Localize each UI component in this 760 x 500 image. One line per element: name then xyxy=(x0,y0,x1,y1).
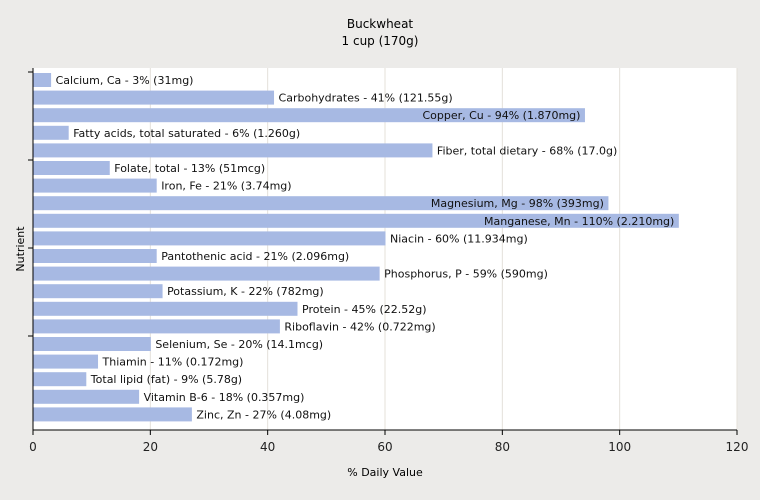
bar-data-label: Copper, Cu - 94% (1.870mg) xyxy=(422,109,580,122)
x-axis-label: % Daily Value xyxy=(347,466,423,479)
bar-data-label: Zinc, Zn - 27% (4.08mg) xyxy=(196,408,331,421)
x-tick-label: 40 xyxy=(260,440,275,454)
bar xyxy=(33,178,157,193)
x-tick-label: 100 xyxy=(608,440,631,454)
bar-data-label: Phosphorus, P - 59% (590mg) xyxy=(384,268,548,281)
bar xyxy=(33,354,99,369)
bar xyxy=(33,372,87,387)
bar-data-label: Folate, total - 13% (51mcg) xyxy=(114,162,265,175)
bar-data-label: Total lipid (fat) - 9% (5.78g) xyxy=(90,373,242,386)
bar-data-label: Vitamin B-6 - 18% (0.357mg) xyxy=(144,391,305,404)
bar-data-label: Riboflavin - 42% (0.722mg) xyxy=(284,320,435,333)
bar xyxy=(33,196,609,211)
bar xyxy=(33,407,192,422)
bar xyxy=(33,301,298,316)
bar xyxy=(33,125,69,140)
bar-group xyxy=(33,73,679,422)
bar xyxy=(33,266,380,281)
x-tick-label: 120 xyxy=(726,440,749,454)
bar-data-label: Pantothenic acid - 21% (2.096mg) xyxy=(161,250,349,263)
bar xyxy=(33,143,433,158)
x-tick-label: 60 xyxy=(377,440,392,454)
x-tick-label: 20 xyxy=(143,440,158,454)
bar xyxy=(33,389,140,404)
bar xyxy=(33,337,151,351)
bar-data-label: Calcium, Ca - 3% (31mg) xyxy=(56,74,194,87)
bar-data-label: Thiamin - 11% (0.172mg) xyxy=(102,356,244,369)
x-tick-label: 80 xyxy=(495,440,510,454)
bar-data-label: Carbohydrates - 41% (121.55g) xyxy=(279,92,453,105)
y-axis-label: Nutrient xyxy=(14,226,27,272)
bar xyxy=(33,161,110,175)
bar-data-label: Selenium, Se - 20% (14.1mcg) xyxy=(155,338,323,351)
bar xyxy=(33,319,280,334)
bar-label-group: Calcium, Ca - 3% (31mg) Carbohydrates - 4… xyxy=(56,74,675,421)
bar xyxy=(33,73,52,87)
bar-data-label: Magnesium, Mg - 98% (393mg) xyxy=(431,197,604,210)
bar-data-label: Fatty acids, total saturated - 6% (1.260… xyxy=(73,127,300,140)
grid-lines xyxy=(149,68,738,430)
bar xyxy=(33,249,157,263)
bar xyxy=(33,284,163,299)
bar-data-label: Fiber, total dietary - 68% (17.0g) xyxy=(437,144,617,157)
bar xyxy=(33,213,679,228)
bar-data-label: Manganese, Mn - 110% (2.210mg) xyxy=(484,215,674,228)
x-axis-ticks: 0 20 40 60 80 100 120 xyxy=(29,430,748,454)
chart-subtitle: 1 cup (170g) xyxy=(342,34,419,48)
bar xyxy=(33,231,386,246)
bar-data-label: Niacin - 60% (11.934mg) xyxy=(390,232,528,245)
y-axis-ticks xyxy=(28,71,33,337)
bar-data-label: Potassium, K - 22% (782mg) xyxy=(167,285,324,298)
bar xyxy=(33,108,585,123)
x-tick-label: 0 xyxy=(29,440,37,454)
bar-data-label: Protein - 45% (22.52g) xyxy=(302,303,427,316)
chart-title: Buckwheat xyxy=(347,17,414,31)
bar xyxy=(33,90,275,105)
bar-data-label: Iron, Fe - 21% (3.74mg) xyxy=(161,180,291,193)
